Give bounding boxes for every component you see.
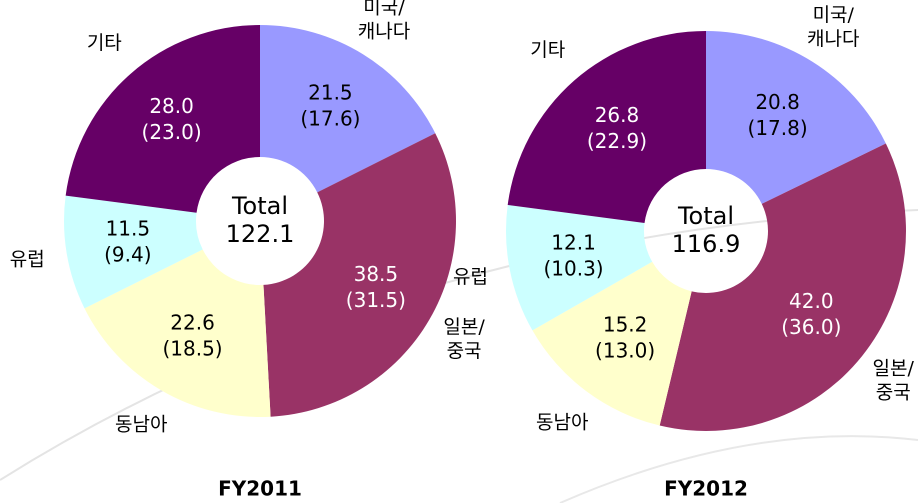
value-label: 12.1 — [551, 231, 596, 255]
share-label: (22.9) — [587, 129, 647, 153]
category-label: 캐나다 — [358, 21, 410, 43]
category-label: 미국/ — [363, 0, 405, 19]
category-label: 중국 — [447, 340, 482, 362]
share-label: (31.5) — [346, 288, 406, 312]
donut-segment — [260, 25, 436, 193]
total-value: 122.1 — [226, 220, 295, 248]
background-curve — [559, 435, 918, 503]
donut-segment — [507, 31, 706, 223]
share-label: (10.3) — [543, 257, 603, 281]
value-label: 21.5 — [308, 80, 353, 104]
category-label: 동남아 — [536, 412, 588, 434]
chart-title: FY2011 — [218, 477, 302, 501]
donut-segment — [64, 195, 203, 309]
share-label: (17.6) — [300, 106, 360, 130]
value-label: 20.8 — [755, 90, 800, 114]
share-label: (36.0) — [781, 315, 841, 339]
donut-segment — [65, 25, 260, 213]
share-label: (9.4) — [104, 243, 151, 267]
value-label: 22.6 — [170, 310, 215, 334]
donut-segment — [659, 143, 906, 432]
center-label: Total — [231, 192, 288, 220]
total-value: 116.9 — [672, 230, 741, 258]
category-label: 기타 — [530, 39, 565, 61]
donut-segment — [505, 205, 653, 331]
chart-title: FY2012 — [664, 477, 748, 501]
value-label: 28.0 — [149, 94, 194, 118]
donut-segment — [532, 261, 692, 426]
category-label: 캐나다 — [807, 28, 859, 50]
category-label: 중국 — [876, 382, 911, 404]
value-label: 11.5 — [106, 217, 151, 241]
category-label: 일본/ — [873, 358, 915, 380]
category-label: 일본/ — [443, 316, 485, 338]
category-label: 유럽 — [453, 266, 488, 288]
share-label: (17.8) — [748, 116, 808, 140]
share-label: (23.0) — [142, 120, 202, 144]
category-label: 기타 — [87, 32, 122, 54]
category-label: 유럽 — [10, 248, 45, 270]
category-label: 동남아 — [115, 413, 167, 435]
share-label: (18.5) — [162, 336, 222, 360]
value-label: 42.0 — [789, 289, 834, 313]
donut-segment — [706, 31, 886, 204]
center-label: Total — [677, 202, 734, 230]
value-label: 15.2 — [603, 313, 648, 337]
category-label: 미국/ — [813, 4, 855, 26]
value-label: 26.8 — [595, 103, 640, 127]
value-label: 38.5 — [354, 262, 399, 286]
donut-segment — [263, 133, 456, 417]
share-label: (13.0) — [595, 339, 655, 363]
donut-segment — [84, 249, 271, 417]
